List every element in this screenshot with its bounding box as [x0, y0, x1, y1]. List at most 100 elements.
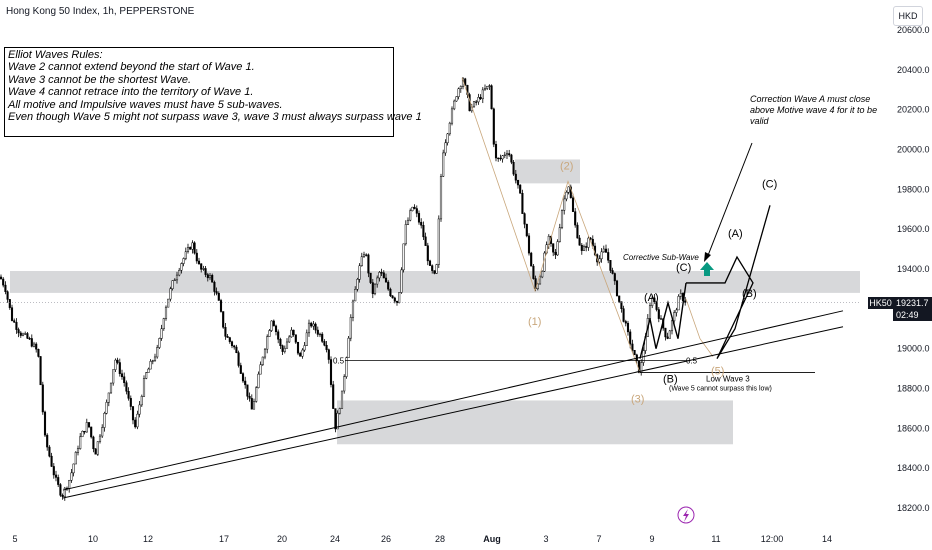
- candle-body: [129, 398, 132, 407]
- candle-body: [664, 327, 667, 338]
- fib-level-left-label: 0.5: [333, 357, 345, 366]
- x-tick-label: 5: [12, 534, 17, 544]
- candle-body: [435, 264, 438, 274]
- candle-body: [26, 333, 29, 339]
- candle-body: [219, 300, 223, 312]
- candle-body: [19, 332, 22, 336]
- candle-body: [329, 359, 333, 385]
- candle-body: [657, 309, 660, 319]
- wave-5-label: (5): [711, 366, 724, 378]
- candle-body: [103, 412, 106, 428]
- arrow-up-icon: [700, 262, 714, 276]
- candle-body: [349, 317, 352, 339]
- wave-5-path: [685, 298, 714, 357]
- candle-body: [59, 484, 62, 496]
- candle-body: [400, 269, 403, 293]
- wave-3-label: (3): [631, 394, 644, 406]
- low-wave-3-note: (Wave 5 cannot surpass this low): [669, 386, 772, 393]
- candle-body: [281, 345, 284, 352]
- candle-body: [567, 186, 570, 193]
- candle-body: [239, 365, 242, 374]
- candle-body: [591, 238, 594, 247]
- candle-body: [571, 197, 575, 212]
- candle-body: [0, 276, 3, 280]
- low-wave-3-label: Low Wave 3: [706, 375, 750, 384]
- candle-body: [488, 85, 491, 87]
- candle-body: [345, 357, 348, 377]
- candle-body: [261, 356, 264, 365]
- candle-body: [501, 155, 504, 160]
- candle-body: [90, 426, 93, 438]
- candle-body: [112, 369, 115, 384]
- candle-body: [527, 235, 531, 254]
- candle-body: [378, 272, 381, 279]
- x-tick-label: 14: [822, 534, 832, 544]
- candle-body: [556, 241, 559, 256]
- candle-body: [598, 258, 601, 263]
- candle-body: [156, 347, 159, 358]
- candle-body: [167, 298, 170, 308]
- y-tick-label: 20600.0: [897, 25, 930, 35]
- candle-body: [248, 395, 251, 399]
- zones-layer: [10, 159, 860, 445]
- candle-body: [259, 364, 262, 375]
- candle-body: [475, 101, 478, 103]
- corrective-sub-wave-label: Corrective Sub-Wave: [623, 253, 699, 262]
- candle-body: [558, 227, 561, 242]
- candle-body: [96, 441, 99, 455]
- candle-body: [235, 346, 238, 353]
- projection-b-label: (B): [742, 288, 757, 300]
- candle-body: [6, 291, 9, 300]
- candle-body: [519, 184, 522, 194]
- candle-body: [175, 274, 179, 281]
- candle-body: [272, 320, 275, 327]
- candle-body: [411, 206, 414, 212]
- candle-body: [57, 477, 60, 485]
- candle-body: [332, 384, 335, 409]
- rules-line: Wave 3 cannot be the shortest Wave.: [8, 73, 192, 86]
- candle-body: [376, 277, 379, 285]
- candle-body: [79, 436, 82, 449]
- currency-selector[interactable]: HKD: [893, 6, 923, 26]
- candle-body: [525, 223, 528, 237]
- candle-body: [169, 288, 172, 300]
- candle-body: [94, 448, 97, 455]
- candle-body: [479, 97, 482, 100]
- y-tick-label: 18200.0: [897, 503, 930, 513]
- candle-body: [228, 337, 231, 342]
- candle-body: [230, 341, 234, 347]
- trendline: [62, 310, 844, 491]
- candle-body: [134, 419, 137, 428]
- x-tick-label: 17: [219, 534, 229, 544]
- candle-body: [618, 295, 621, 302]
- candle-body: [213, 281, 216, 292]
- candle-body: [173, 279, 176, 281]
- candle-body: [52, 466, 55, 476]
- candle-body: [92, 436, 95, 450]
- candle-body: [70, 472, 73, 481]
- projection-c-label: (C): [762, 178, 777, 190]
- candle-body: [602, 248, 605, 253]
- candle-body: [321, 333, 324, 342]
- sub-wave-path: [639, 282, 687, 359]
- lines-layer: [0, 77, 860, 499]
- candle-body: [312, 323, 315, 327]
- candle-body: [653, 297, 656, 302]
- candle-body: [530, 252, 533, 267]
- rules-line: Wave 4 cannot retrace into the territory…: [8, 86, 254, 99]
- candle-body: [655, 301, 658, 310]
- candle-body: [358, 265, 361, 280]
- candle-body: [28, 338, 31, 340]
- candle-body: [670, 320, 674, 332]
- x-tick-label: Aug: [483, 534, 501, 544]
- candle-body: [409, 210, 412, 221]
- candle-body: [382, 272, 385, 279]
- candle-body: [226, 336, 229, 338]
- candle-body: [514, 173, 517, 181]
- rules-line: Wave 2 cannot extend beyond the start of…: [8, 61, 255, 74]
- candle-body: [17, 329, 20, 334]
- candle-body: [195, 252, 198, 262]
- candle-body: [327, 349, 330, 360]
- candle-body: [222, 311, 225, 328]
- candle-body: [371, 282, 374, 295]
